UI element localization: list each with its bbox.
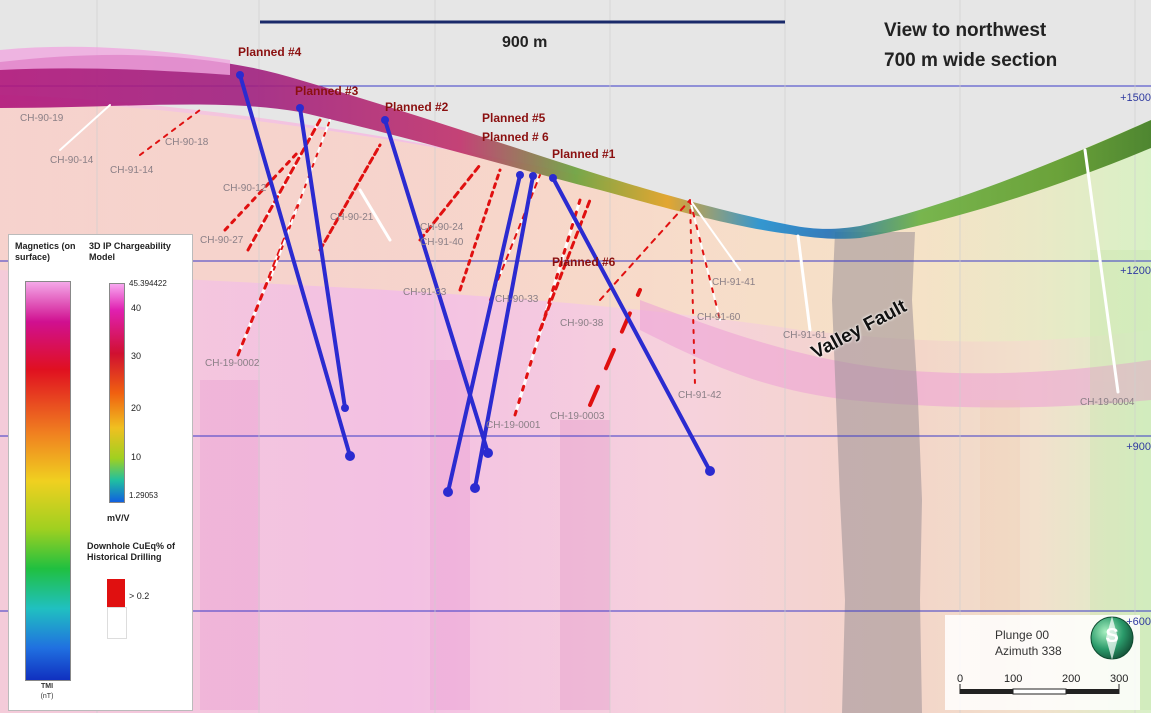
- compass-letter: S: [1105, 625, 1119, 647]
- ip-tick-40: 40: [131, 303, 142, 313]
- azimuth-label: Azimuth 338: [995, 644, 1062, 658]
- magnetics-legend-title: Magnetics (on surface): [15, 241, 76, 262]
- hole-label: CH-19-0004: [1080, 397, 1135, 408]
- tmi-color-ramp: [25, 281, 71, 681]
- planned-drill-holes: [238, 73, 712, 494]
- elevation-label-1500: +1500: [1120, 92, 1151, 104]
- elevation-label-1200: +1200: [1120, 265, 1151, 277]
- compass-globe-icon: [1090, 616, 1134, 660]
- hole-label: CH-19-0002: [205, 358, 260, 369]
- historical-drill-holes: [59, 104, 1120, 417]
- surface-magnetics-highlight: [0, 46, 230, 75]
- hole-label: CH-19-0003: [550, 411, 605, 422]
- section-width-label: 700 m wide section: [884, 50, 1058, 71]
- planned-hole-5-trace: [446, 173, 522, 494]
- planned-hole-6-trace: [473, 174, 535, 490]
- planned-6-top-label: Planned # 6: [482, 130, 549, 144]
- planned-hole-1-trace: [551, 176, 712, 473]
- valley-fault-zone: [832, 232, 922, 713]
- ip-tick-30: 30: [131, 351, 142, 361]
- section-scale-label: 900 m: [502, 34, 548, 51]
- planned-hole-4-trace: [238, 73, 352, 458]
- hole-label: CH-91-42: [678, 390, 722, 401]
- scalebar-tick-100: 100: [1004, 673, 1023, 685]
- downhole-legend-title: Downhole CuEq% of Historical Drilling: [87, 541, 175, 562]
- plunge-label: Plunge 00: [995, 628, 1050, 642]
- elevation-label-900: +900: [1126, 441, 1151, 453]
- downhole-red-swatch: [107, 579, 125, 607]
- hole-label: CH-91-33: [403, 287, 447, 298]
- distance-scale-bar: [959, 684, 1120, 695]
- hole-label: CH-90-33: [495, 294, 539, 305]
- hole-label: CH-91-61: [783, 330, 827, 341]
- planned-5-label: Planned #5: [482, 111, 546, 125]
- planned-1-label: Planned #1: [552, 147, 616, 161]
- elevation-label-600: +600: [1126, 616, 1151, 628]
- tmi-unit: (nT): [40, 693, 54, 700]
- planned-4-label: Planned #4: [238, 45, 302, 59]
- ip-max-label: 45.394422: [129, 279, 167, 288]
- planned-2-label: Planned #2: [385, 100, 449, 114]
- hole-label: CH-90-19: [20, 113, 64, 124]
- hole-label: CH-91-14: [110, 165, 154, 176]
- view-direction-label: View to northwest: [884, 20, 1047, 41]
- vertical-grid: [96, 0, 1136, 713]
- scalebar-tick-200: 200: [1062, 673, 1081, 685]
- planned-6-label: Planned #6: [552, 255, 616, 269]
- hole-label: CH-91-60: [697, 312, 741, 323]
- hole-label: CH-91-41: [712, 277, 756, 288]
- scalebar-tick-0: 0: [957, 673, 964, 685]
- hole-label: CH-91-40: [420, 237, 464, 248]
- hole-label: CH-90-27: [200, 235, 244, 246]
- ip-tick-20: 20: [131, 403, 142, 413]
- surface-magnetics: [0, 54, 1151, 239]
- ip-color-ramp: [109, 283, 125, 503]
- tmi-label: TMI: [40, 683, 54, 690]
- chargeability-anomaly-band: [640, 300, 1151, 408]
- hole-label: CH-19-0001: [486, 420, 541, 431]
- ip-tick-10: 10: [131, 452, 142, 462]
- hole-label: CH-90-38: [560, 318, 604, 329]
- hole-label: CH-90-12: [223, 183, 267, 194]
- downhole-white-swatch: [107, 607, 127, 639]
- ip-legend-title: 3D IP Chargeability Model: [89, 241, 171, 262]
- legend-panel: Magnetics (on surface) 3D IP Chargeabili…: [8, 234, 193, 711]
- ip-min-label: 1.29053: [129, 491, 158, 500]
- planned-3-label: Planned #3: [295, 84, 359, 98]
- hole-label: CH-90-14: [50, 155, 94, 166]
- hole-label: CH-90-24: [420, 222, 464, 233]
- planned-hole-endpoints: [236, 71, 715, 497]
- scalebar-tick-300: 300: [1110, 673, 1129, 685]
- hole-label: CH-90-18: [165, 137, 209, 148]
- ip-unit: mV/V: [107, 513, 130, 523]
- downhole-threshold: > 0.2: [129, 591, 150, 601]
- hole-label: CH-90-21: [330, 212, 374, 223]
- planned-hole-3-trace: [298, 106, 347, 410]
